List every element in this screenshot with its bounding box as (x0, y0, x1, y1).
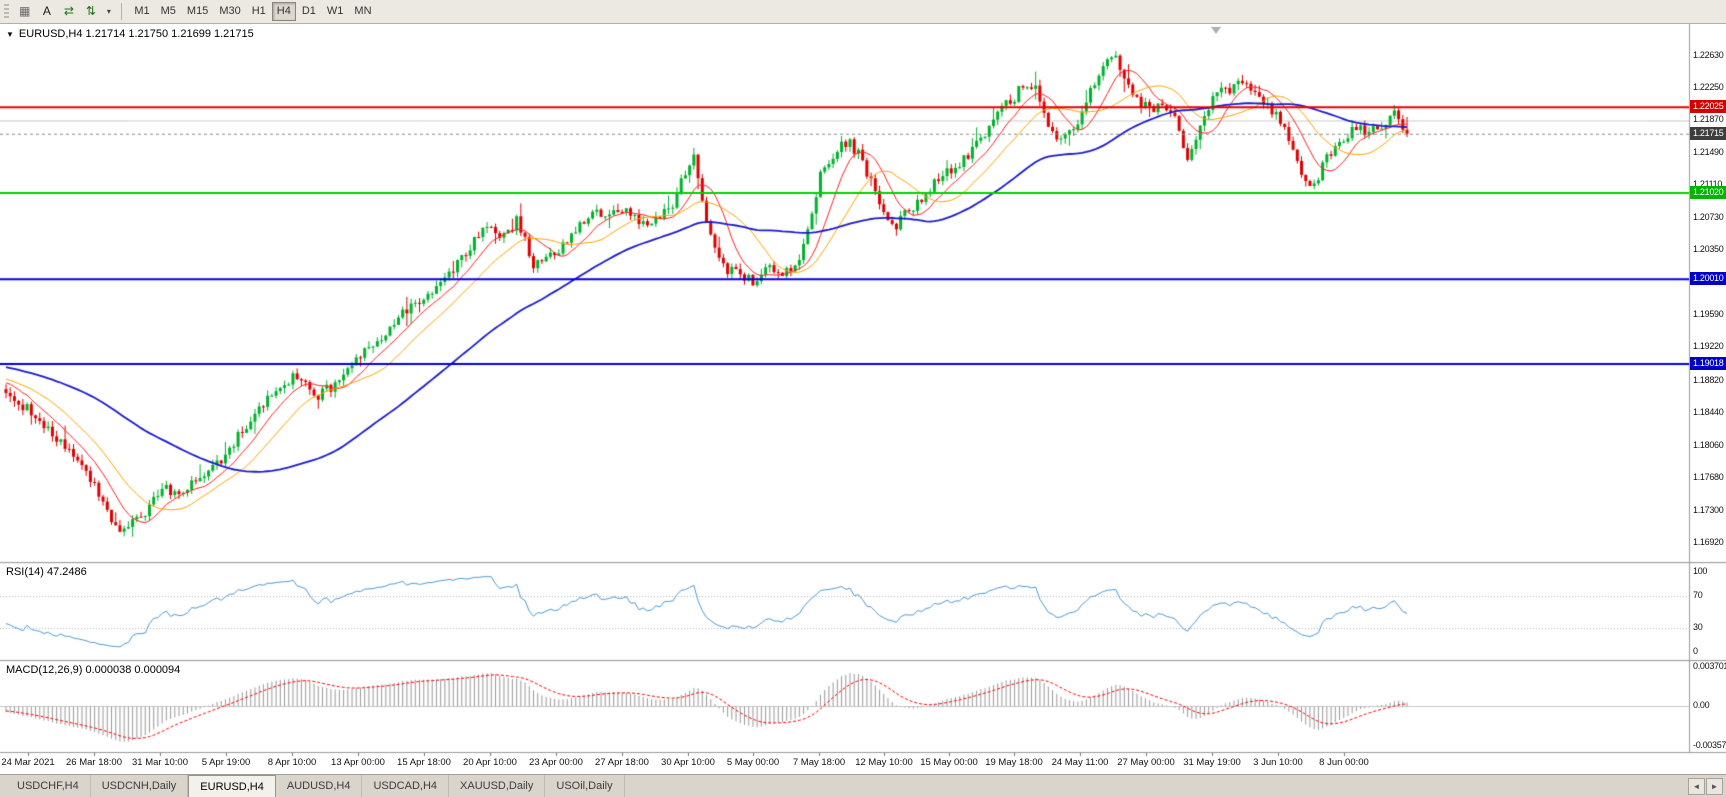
time-axis-label: 13 Apr 00:00 (331, 757, 385, 768)
time-axis-label: 15 May 00:00 (920, 757, 978, 768)
timeframe-button-m1[interactable]: M1 (134, 5, 150, 17)
price-tick-label: 1.21870 (1693, 114, 1724, 125)
chart-ohlc-readout: EURUSD,H4 1.21714 1.21750 1.21699 1.2171… (18, 28, 254, 40)
rsi-level-label: 30 (1693, 622, 1703, 632)
macd-scale-label: 0.00 (1693, 700, 1710, 710)
rsi-level-label: 70 (1693, 590, 1703, 600)
chart-tabs: USDCHF,H4 USDCNH,Daily EURUSD,H4 AUDUSD,H4 U… (6, 775, 625, 797)
time-axis-label: 3 Jun 10:00 (1253, 757, 1303, 768)
tab-scroll-right-button[interactable]: ► (1706, 777, 1723, 795)
macd-scale-label: 0.003701 (1693, 661, 1726, 671)
time-axis-label: 15 Apr 18:00 (397, 757, 451, 768)
price-badge: 1.19018 (1690, 357, 1726, 371)
price-tick-label: 1.20730 (1693, 211, 1724, 222)
chart-canvas[interactable] (0, 24, 1726, 774)
price-tick-label: 1.21490 (1693, 146, 1724, 157)
chart-tab-usdcad[interactable]: USDCAD,H4 (362, 775, 450, 797)
time-axis-label: 5 Apr 19:00 (201, 757, 251, 768)
time-axis-label: 19 May 18:00 (985, 757, 1043, 768)
tab-scroll-left-button[interactable]: ◄ (1688, 777, 1705, 795)
tick-chart-icon[interactable]: ▦ (19, 4, 31, 18)
toolbar-icon-group: ▦ A ⇄ ⇅ (14, 2, 101, 21)
chart-area: ▼ EURUSD,H4 1.21714 1.21750 1.21699 1.21… (0, 24, 1726, 774)
price-tick-label: 1.22250 (1693, 82, 1724, 93)
time-axis-label: 12 May 10:00 (855, 757, 913, 768)
rsi-level-label: 100 (1693, 566, 1708, 576)
toolbar-separator (121, 3, 123, 20)
time-axis-label: 20 Apr 10:00 (463, 757, 517, 768)
time-axis-label: 8 Apr 10:00 (267, 757, 317, 768)
price-tick-label: 1.17300 (1693, 504, 1724, 515)
toolbar-grip[interactable] (4, 3, 9, 20)
price-tick-label: 1.19220 (1693, 340, 1724, 351)
price-tick-label: 1.20350 (1693, 244, 1724, 255)
timeframe-button-m5[interactable]: M5 (160, 5, 176, 17)
time-axis-label: 7 May 18:00 (792, 757, 846, 768)
chart-tab-usoil[interactable]: USOil,Daily (545, 775, 625, 797)
timeframes-menu-button[interactable]: ⇅ (85, 4, 96, 18)
time-axis-label: 31 Mar 10:00 (132, 757, 188, 768)
time-axis-label: 27 Apr 18:00 (595, 757, 649, 768)
time-axis-label: 24 May 11:00 (1051, 757, 1109, 768)
chart-tabbar: USDCHF,H4 USDCNH,Daily EURUSD,H4 AUDUSD,H4 U… (0, 774, 1726, 797)
current-price-badge: 1.21715 (1690, 126, 1726, 140)
toolbar: ▦ A ⇄ ⇅ ▾ M1 M5 M15 M30 H1 H4 D1 W1 MN (0, 0, 1726, 24)
timeframe-button-h4[interactable]: H4 (271, 2, 296, 21)
time-axis-label: 30 Apr 10:00 (661, 757, 715, 768)
price-tick-label: 1.21110 (1693, 179, 1723, 190)
time-axis[interactable]: 24 Mar 2021 26 Mar 18:00 31 Mar 10:00 5 Apr… (0, 752, 1689, 774)
time-axis-label: 23 Apr 00:00 (529, 757, 583, 768)
chart-tab-usdcnh[interactable]: USDCNH,Daily (91, 775, 189, 797)
price-tick-label: 1.18060 (1693, 439, 1724, 450)
time-axis-label: 31 May 19:00 (1183, 757, 1241, 768)
price-tick-label: 1.18440 (1693, 407, 1724, 418)
chart-tab-xauusd[interactable]: XAUUSD,Daily (449, 775, 546, 797)
timeframe-button-h1[interactable]: H1 (251, 5, 266, 17)
price-tick-label: 1.17680 (1693, 472, 1724, 483)
timeframe-button-mn[interactable]: MN (354, 5, 372, 17)
dropdown-caret-icon[interactable]: ▾ (106, 7, 111, 16)
timeframe-button-d1[interactable]: D1 (301, 5, 316, 17)
chart-tab-audusd[interactable]: AUDUSD,H4 (276, 775, 363, 797)
chart-menu-caret-icon[interactable]: ▼ (6, 29, 14, 39)
chart-tab-usdchf[interactable]: USDCHF,H4 (6, 775, 91, 797)
price-tick-label: 1.19590 (1693, 309, 1724, 320)
time-axis-label: 8 Jun 00:00 (1319, 757, 1369, 768)
price-tick-label: 1.18820 (1693, 374, 1724, 385)
chart-tab-eurusd[interactable]: EURUSD,H4 (188, 775, 276, 797)
price-badge: 1.20010 (1690, 272, 1726, 286)
timeframe-button-group: M1 M5 M15 M30 H1 H4 D1 W1 MN (129, 2, 376, 21)
chart-shift-button[interactable]: ⇄ (63, 4, 74, 18)
timeframe-button-w1[interactable]: W1 (326, 5, 344, 17)
price-axis[interactable]: 1.22630 1.22250 1.21870 1.21490 1.21110 1.207… (1689, 24, 1726, 774)
tab-scrollbar: ◄ ► (1685, 775, 1726, 797)
timeframe-button-m30[interactable]: M30 (219, 5, 241, 17)
rsi-level-label: 0 (1693, 646, 1698, 656)
time-axis-label: 27 May 00:00 (1117, 757, 1175, 768)
timeframe-button-m15[interactable]: M15 (186, 5, 209, 17)
macd-indicator-label: MACD(12,26,9) 0.000038 0.000094 (6, 664, 181, 676)
rsi-indicator-label: RSI(14) 47.2486 (6, 566, 87, 578)
time-axis-label: 26 Mar 18:00 (66, 757, 122, 768)
price-tick-label: 1.16920 (1693, 537, 1724, 548)
macd-scale-label: -0.003572 (1693, 740, 1726, 750)
chart-title: ▼ EURUSD,H4 1.21714 1.21750 1.21699 1.21… (6, 28, 254, 40)
time-axis-label: 24 Mar 2021 (1, 757, 55, 768)
price-badge: 1.22025 (1690, 100, 1726, 114)
price-badge: 1.21020 (1690, 186, 1726, 200)
autoscroll-button[interactable]: A (42, 4, 51, 18)
price-tick-label: 1.22630 (1693, 49, 1724, 60)
time-axis-label: 5 May 00:00 (726, 757, 780, 768)
